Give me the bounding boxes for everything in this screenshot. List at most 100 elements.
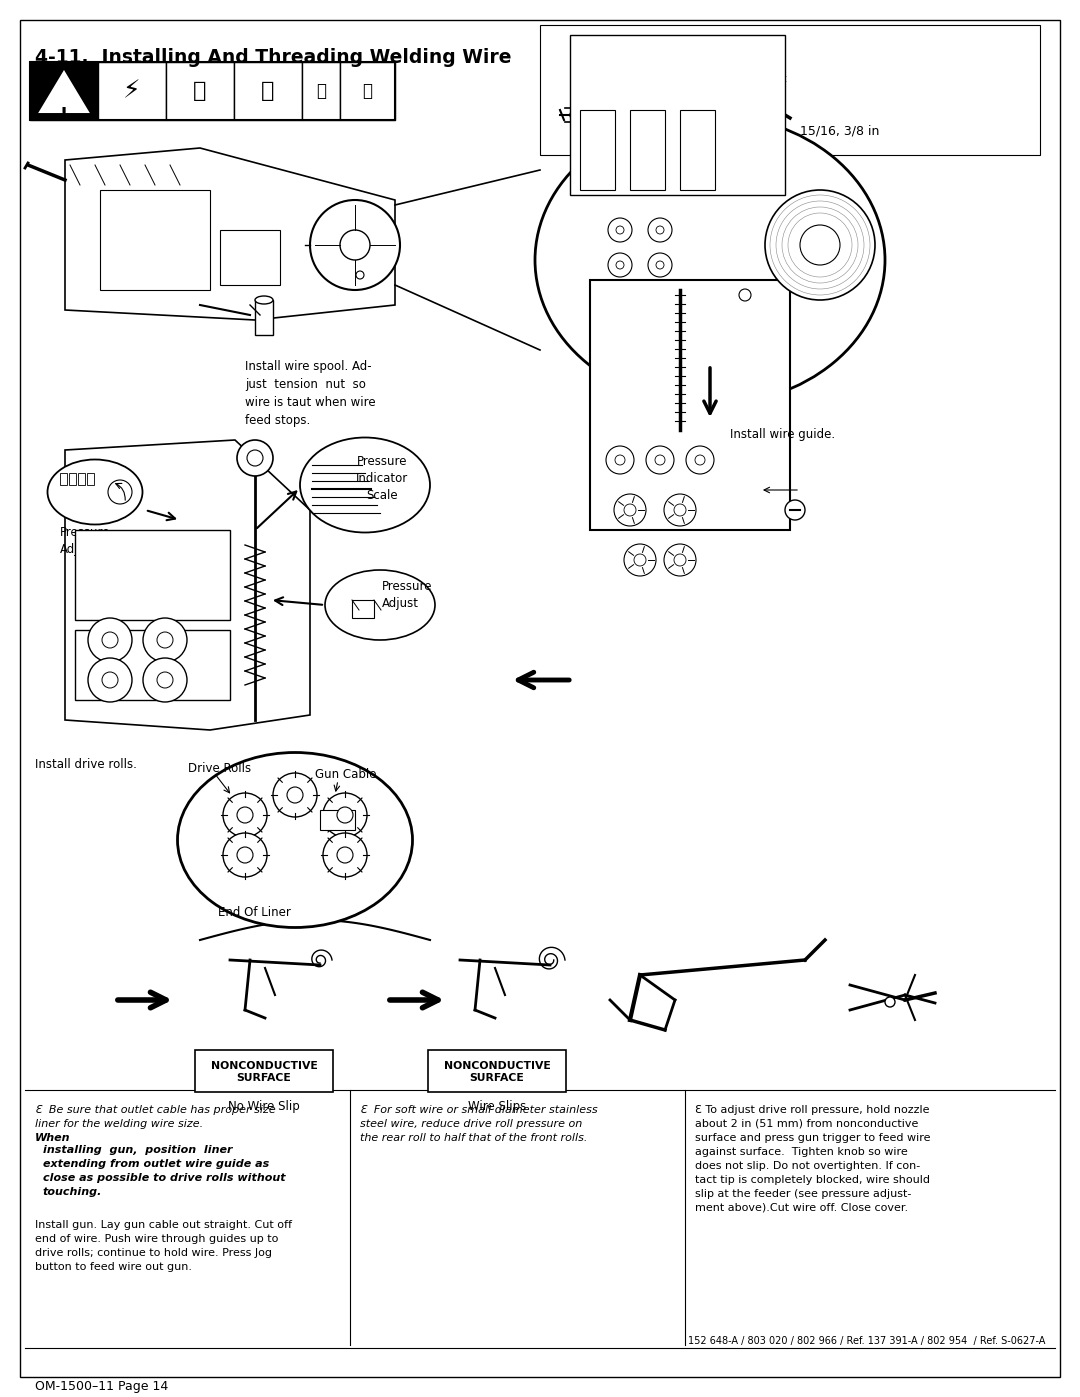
Text: 15/16, 3/8 in: 15/16, 3/8 in xyxy=(800,124,879,137)
Circle shape xyxy=(648,218,672,242)
Bar xyxy=(302,61,340,120)
Circle shape xyxy=(157,672,173,687)
Ellipse shape xyxy=(48,460,143,524)
Circle shape xyxy=(570,110,580,120)
Circle shape xyxy=(237,807,253,823)
Ellipse shape xyxy=(325,570,435,640)
Circle shape xyxy=(102,672,118,687)
Circle shape xyxy=(102,631,118,648)
Bar xyxy=(166,61,234,120)
Text: Install wire guide.: Install wire guide. xyxy=(730,427,835,441)
Circle shape xyxy=(696,455,705,465)
Text: ✋: ✋ xyxy=(316,82,326,101)
Text: When: When xyxy=(35,1133,70,1143)
Circle shape xyxy=(606,446,634,474)
Circle shape xyxy=(654,455,665,465)
Circle shape xyxy=(323,833,367,877)
Bar xyxy=(87,474,94,485)
Text: Gun Cable: Gun Cable xyxy=(315,768,377,781)
Circle shape xyxy=(739,289,751,300)
Circle shape xyxy=(624,543,656,576)
Polygon shape xyxy=(65,440,310,731)
Bar xyxy=(98,61,166,120)
Bar xyxy=(220,231,280,285)
Bar xyxy=(78,474,85,485)
Circle shape xyxy=(615,495,646,527)
Bar xyxy=(540,25,1040,155)
Circle shape xyxy=(323,793,367,837)
Circle shape xyxy=(237,847,253,863)
Circle shape xyxy=(624,504,636,515)
Circle shape xyxy=(310,200,400,291)
Text: Drive Rolls: Drive Rolls xyxy=(188,761,252,775)
Ellipse shape xyxy=(177,753,413,928)
Circle shape xyxy=(664,495,696,527)
Text: Pressure
Adjust: Pressure Adjust xyxy=(60,527,110,556)
Circle shape xyxy=(87,658,132,703)
Circle shape xyxy=(273,773,318,817)
Circle shape xyxy=(143,617,187,662)
Circle shape xyxy=(686,446,714,474)
Bar xyxy=(75,529,230,620)
Bar xyxy=(590,279,789,529)
Circle shape xyxy=(634,555,646,566)
Bar xyxy=(570,35,785,196)
Circle shape xyxy=(608,253,632,277)
Ellipse shape xyxy=(255,296,273,305)
Text: Wire Slips: Wire Slips xyxy=(468,1099,526,1113)
Bar xyxy=(580,110,615,190)
Bar xyxy=(60,474,67,485)
Circle shape xyxy=(337,807,353,823)
Polygon shape xyxy=(40,73,87,112)
Circle shape xyxy=(885,997,895,1007)
Ellipse shape xyxy=(535,115,885,405)
Text: No Wire Slip: No Wire Slip xyxy=(228,1099,300,1113)
Circle shape xyxy=(616,261,624,270)
Bar xyxy=(680,110,715,190)
Bar xyxy=(30,61,98,120)
Circle shape xyxy=(340,231,370,260)
Bar xyxy=(630,110,665,190)
Text: 152 648-A / 803 020 / 802 966 / Ref. 137 391-A / 802 954  / Ref. S-0627-A: 152 648-A / 803 020 / 802 966 / Ref. 137… xyxy=(688,1336,1045,1345)
Bar xyxy=(100,190,210,291)
Text: Pressure
Adjust: Pressure Adjust xyxy=(382,580,432,610)
Text: ℇ To adjust drive roll pressure, hold nozzle
about 2 in (51 mm) from nonconducti: ℇ To adjust drive roll pressure, hold no… xyxy=(696,1105,931,1213)
Circle shape xyxy=(108,481,132,504)
Text: 👓: 👓 xyxy=(362,82,372,101)
Circle shape xyxy=(664,543,696,576)
Circle shape xyxy=(222,793,267,837)
Text: Install gun. Lay gun cable out straight. Cut off
end of wire. Push wire through : Install gun. Lay gun cable out straight.… xyxy=(35,1220,292,1273)
Circle shape xyxy=(800,225,840,265)
Circle shape xyxy=(237,440,273,476)
Text: Install drive rolls.: Install drive rolls. xyxy=(35,759,137,771)
Circle shape xyxy=(646,446,674,474)
Circle shape xyxy=(615,455,625,465)
Circle shape xyxy=(674,504,686,515)
Text: Pressure
Indicator
Scale: Pressure Indicator Scale xyxy=(356,455,408,502)
Text: End Of Liner: End Of Liner xyxy=(218,907,291,919)
Circle shape xyxy=(356,271,364,279)
Text: Tools Needed:: Tools Needed: xyxy=(700,73,787,85)
Circle shape xyxy=(157,631,173,648)
Text: Install wire spool. Ad-
just  tension  nut  so
wire is taut when wire
feed stops: Install wire spool. Ad- just tension nut… xyxy=(245,360,376,427)
Text: 💥: 💥 xyxy=(193,81,206,101)
Circle shape xyxy=(87,617,132,662)
Text: NONCONDUCTIVE
SURFACE: NONCONDUCTIVE SURFACE xyxy=(211,1060,318,1083)
Circle shape xyxy=(656,226,664,235)
Circle shape xyxy=(287,787,303,803)
Bar xyxy=(352,599,374,617)
Circle shape xyxy=(608,218,632,242)
Text: 4-11.  Installing And Threading Welding Wire: 4-11. Installing And Threading Welding W… xyxy=(35,47,512,67)
Circle shape xyxy=(616,226,624,235)
Bar xyxy=(340,61,395,120)
Text: installing  gun,  position  liner
extending from outlet wire guide as
close as p: installing gun, position liner extending… xyxy=(43,1146,285,1197)
Bar xyxy=(255,300,273,335)
Bar xyxy=(30,61,395,120)
Text: 3/16, 5/64 in: 3/16, 5/64 in xyxy=(610,124,689,137)
Circle shape xyxy=(674,555,686,566)
Circle shape xyxy=(247,450,264,467)
Text: ℇ  Be sure that outlet cable has proper size
liner for the welding wire size.: ℇ Be sure that outlet cable has proper s… xyxy=(35,1105,275,1129)
Bar xyxy=(234,61,302,120)
Text: !: ! xyxy=(59,106,68,124)
Bar xyxy=(428,1051,566,1092)
